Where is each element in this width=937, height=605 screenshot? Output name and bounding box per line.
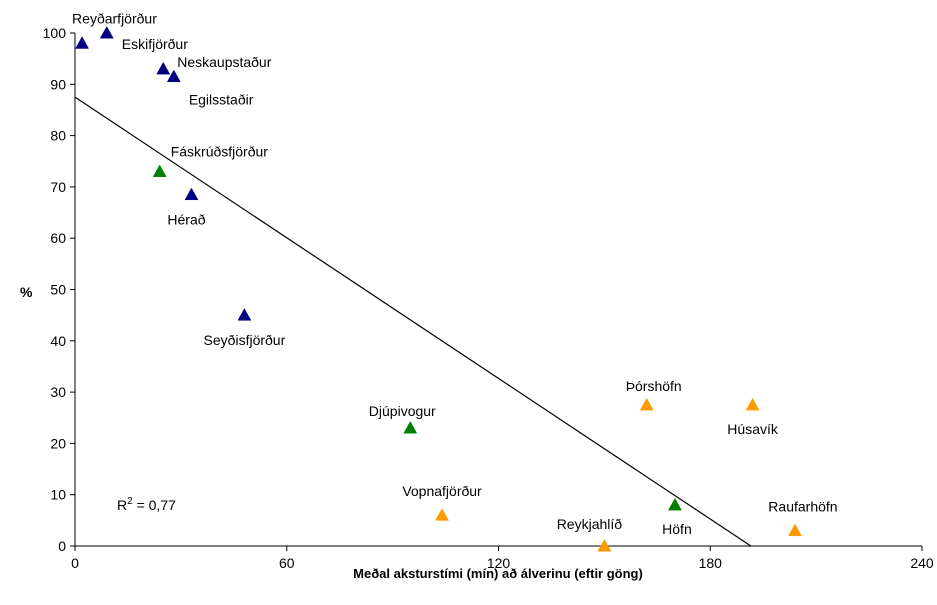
point-label: Reyðarfjörður bbox=[72, 10, 157, 26]
y-tick-label: 10 bbox=[50, 487, 66, 503]
data-point bbox=[597, 538, 612, 552]
data-point bbox=[237, 308, 252, 321]
point-label: Hérað bbox=[167, 212, 205, 228]
r-squared-annotation: R2 = 0,77 bbox=[117, 496, 176, 513]
trendline bbox=[74, 96, 752, 547]
x-tick-label: 60 bbox=[279, 555, 295, 571]
x-tick-label: 120 bbox=[487, 555, 511, 571]
y-tick-label: 70 bbox=[50, 179, 66, 195]
data-point bbox=[788, 523, 802, 537]
point-label: Raufarhöfn bbox=[768, 499, 837, 515]
y-tick-label: 80 bbox=[50, 128, 66, 144]
x-axis-title: Meðal aksturstími (mín) að álverinu (eft… bbox=[353, 566, 643, 581]
r2-base: R bbox=[117, 497, 127, 513]
point-label: Vopnafjörður bbox=[402, 483, 482, 499]
data-point bbox=[403, 420, 418, 434]
axes: 0 10 20 30 40 50 60 70 80 90 100 0 60 120 180 240 bbox=[43, 25, 934, 571]
point-label: Húsavík bbox=[727, 421, 779, 437]
y-tick-label: 30 bbox=[50, 384, 66, 400]
y-tick-label: 50 bbox=[50, 282, 66, 298]
data-point bbox=[152, 164, 167, 177]
point-label: Fáskrúðsfjörður bbox=[171, 144, 269, 160]
x-tick-label: 0 bbox=[71, 555, 79, 571]
data-point bbox=[166, 69, 181, 83]
point-label: Höfn bbox=[662, 521, 692, 537]
data-point bbox=[639, 397, 654, 411]
point-label: Eskifjörður bbox=[122, 36, 188, 52]
x-tick-label: 180 bbox=[699, 555, 723, 571]
data-point bbox=[75, 36, 89, 49]
y-tick-label: 20 bbox=[50, 435, 66, 451]
y-tick-label: 90 bbox=[50, 76, 66, 92]
point-label: Reykjahlíð bbox=[557, 516, 623, 532]
y-tick-label: 40 bbox=[50, 333, 66, 349]
point-label: Seyðisfjörður bbox=[204, 332, 286, 348]
y-tick-label: 60 bbox=[50, 230, 66, 246]
point-label: Egilsstaðir bbox=[189, 92, 254, 108]
y-tick-label: 0 bbox=[58, 538, 66, 554]
data-point bbox=[435, 508, 449, 521]
point-label: Neskaupstaður bbox=[177, 54, 272, 70]
data-point bbox=[99, 25, 114, 39]
r2-superscript: 2 bbox=[127, 496, 133, 507]
y-tick-label: 100 bbox=[43, 25, 67, 41]
r2-value: = 0,77 bbox=[133, 497, 176, 513]
y-axis-title: % bbox=[20, 284, 33, 300]
point-label: Þórshöfn bbox=[626, 378, 682, 394]
data-point bbox=[745, 397, 760, 411]
data-point bbox=[668, 497, 682, 511]
point-label: Djúpivogur bbox=[369, 403, 436, 419]
point-labels: Reyðarfjörður Eskifjörður Neskaupstaður Egi… bbox=[72, 10, 838, 537]
data-point bbox=[156, 61, 171, 75]
data-point bbox=[184, 187, 199, 201]
trendline-group bbox=[74, 96, 752, 547]
x-tick-label: 240 bbox=[910, 555, 934, 571]
data-points bbox=[75, 25, 802, 552]
